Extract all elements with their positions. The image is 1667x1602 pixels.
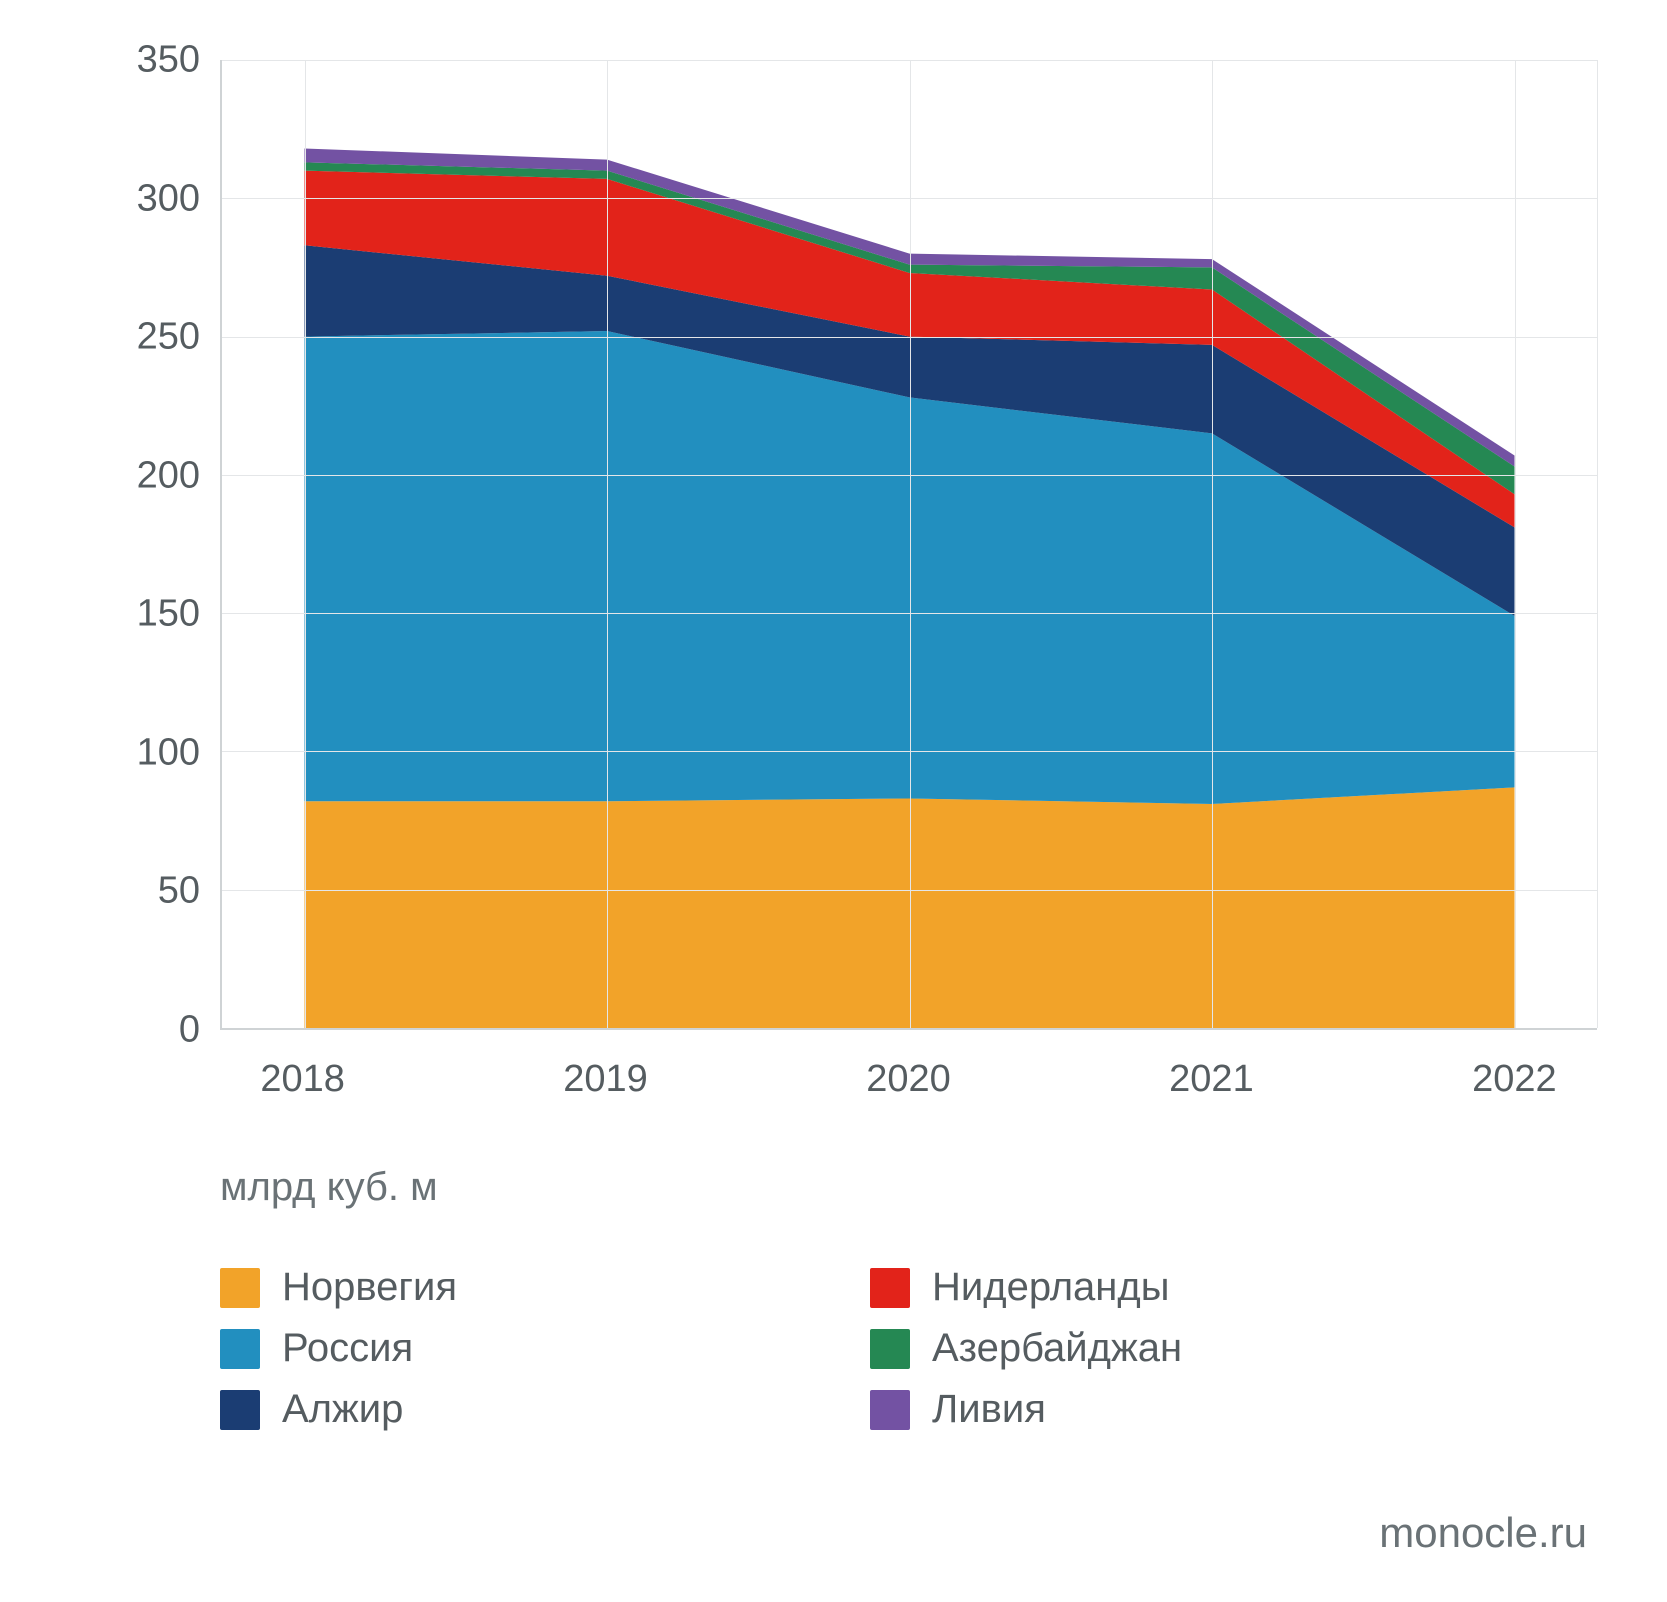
x-axis: 2018 2019 2020 2021 2022 xyxy=(220,1040,1597,1110)
y-tick-label: 50 xyxy=(158,870,200,913)
gridline-v xyxy=(1515,60,1516,1028)
x-tick-label: 2022 xyxy=(1472,1058,1557,1101)
plot-area xyxy=(220,60,1597,1030)
legend-swatch xyxy=(220,1390,260,1430)
legend: Норвегия Россия Алжир Нидерланды Азербайджа… xyxy=(70,1265,1520,1432)
source-attribution: monocle.ru xyxy=(1379,1509,1587,1557)
y-tick-label: 300 xyxy=(137,177,200,220)
legend-label: Алжир xyxy=(282,1387,403,1432)
legend-item: Азербайджан xyxy=(870,1326,1520,1371)
legend-label: Россия xyxy=(282,1326,413,1371)
y-axis: 050100150200250300350 xyxy=(70,60,210,1030)
y-tick-label: 150 xyxy=(137,593,200,636)
x-tick-label: 2020 xyxy=(866,1058,951,1101)
legend-swatch xyxy=(870,1268,910,1308)
chart-area: 050100150200250300350 201820192020202120… xyxy=(70,60,1597,1110)
y-tick-label: 0 xyxy=(179,1009,200,1052)
gridline-v xyxy=(305,60,306,1028)
legend-swatch xyxy=(220,1268,260,1308)
x-tick-label: 2018 xyxy=(260,1058,345,1101)
y-tick-label: 250 xyxy=(137,316,200,359)
y-tick-label: 200 xyxy=(137,454,200,497)
legend-label: Норвегия xyxy=(282,1265,457,1310)
legend-label: Ливия xyxy=(932,1387,1046,1432)
gridline-v xyxy=(607,60,608,1028)
legend-swatch xyxy=(870,1329,910,1369)
y-tick-label: 350 xyxy=(137,39,200,82)
legend-col-1: Норвегия Россия Алжир xyxy=(220,1265,870,1432)
gridline-v xyxy=(910,60,911,1028)
legend-item: Алжир xyxy=(220,1387,870,1432)
y-axis-unit: млрд куб. м xyxy=(70,1165,1597,1210)
x-tick-label: 2021 xyxy=(1169,1058,1254,1101)
legend-item: Норвегия xyxy=(220,1265,870,1310)
legend-swatch xyxy=(870,1390,910,1430)
gridline-v xyxy=(1212,60,1213,1028)
y-tick-label: 100 xyxy=(137,731,200,774)
legend-swatch xyxy=(220,1329,260,1369)
legend-item: Нидерланды xyxy=(870,1265,1520,1310)
gridline-v xyxy=(1597,60,1598,1028)
chart-container: 050100150200250300350 201820192020202120… xyxy=(0,0,1667,1602)
legend-item: Ливия xyxy=(870,1387,1520,1432)
legend-col-2: Нидерланды Азербайджан Ливия xyxy=(870,1265,1520,1432)
legend-label: Азербайджан xyxy=(932,1326,1182,1371)
legend-label: Нидерланды xyxy=(932,1265,1169,1310)
legend-item: Россия xyxy=(220,1326,870,1371)
x-tick-label: 2019 xyxy=(563,1058,648,1101)
